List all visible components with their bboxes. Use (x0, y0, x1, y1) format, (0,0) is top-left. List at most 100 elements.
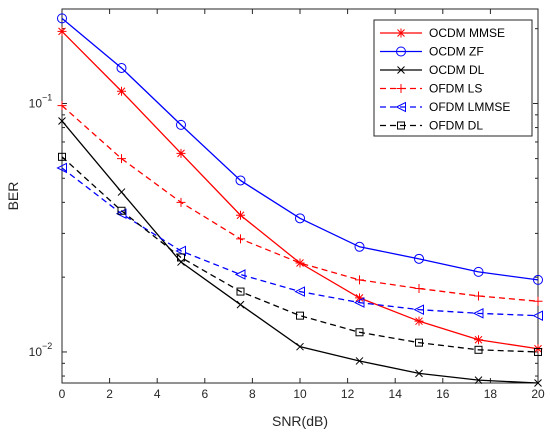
x-tick-label: 10 (293, 387, 307, 401)
marker-asterisk (57, 26, 67, 36)
legend-label: OCDM ZF (429, 45, 484, 59)
marker-circle (295, 213, 305, 224)
marker-square (177, 253, 185, 262)
marker-circle (396, 46, 406, 57)
marker-square (415, 338, 423, 347)
x-tick-label: 6 (201, 387, 208, 401)
marker-square (397, 121, 405, 130)
marker-plus (57, 101, 67, 111)
x-axis-label: SNR(dB) (272, 413, 328, 429)
marker-asterisk (236, 210, 245, 220)
marker-circle (235, 175, 246, 186)
marker-asterisk (176, 148, 186, 158)
y-tick-label: 10 (29, 345, 43, 359)
marker-triangle (353, 297, 365, 308)
marker-square (236, 287, 245, 296)
marker-circle (473, 266, 484, 277)
marker-square (117, 206, 126, 215)
series-line (61, 17, 539, 281)
legend-item: OFDM DL (380, 119, 483, 133)
marker-x (397, 66, 405, 74)
series-line (61, 105, 539, 302)
legend-item: OCDM ZF (380, 45, 484, 59)
x-tick-label: 16 (436, 387, 450, 401)
marker-plus (117, 154, 126, 164)
marker-plus (474, 291, 483, 301)
marker-triangle (56, 162, 67, 174)
legend-label: OCDM DL (429, 63, 485, 77)
marker-asterisk (396, 28, 406, 38)
y-tick-exponent: −1 (42, 92, 52, 102)
marker-plus (355, 275, 364, 285)
marker-x (534, 379, 542, 387)
series-ocdm-dl (58, 117, 542, 387)
marker-square (534, 347, 542, 356)
x-tick-label: 2 (106, 387, 113, 401)
legend-label: OFDM DL (429, 119, 483, 133)
marker-triangle (472, 308, 484, 319)
marker-square (355, 328, 364, 337)
marker-plus (533, 296, 543, 306)
x-tick-label: 12 (341, 387, 355, 401)
x-tick-label: 4 (154, 387, 161, 401)
marker-plus (295, 258, 305, 268)
x-axis-ticks: 0 2 4 6 8 10 12 14 16 18 20 (59, 9, 545, 401)
marker-x (474, 376, 483, 385)
marker-plus (414, 284, 424, 294)
series-layer (56, 13, 543, 387)
marker-square (58, 152, 66, 161)
legend-box (373, 19, 533, 137)
marker-x (58, 117, 66, 125)
marker-x (415, 369, 423, 378)
marker-square (296, 311, 304, 320)
marker-circle (57, 13, 67, 24)
marker-x (236, 300, 245, 309)
legend: OCDM MMSE OCDM ZF OCDM DL OFDM LS OFDM LMMSE… (373, 19, 533, 137)
x-tick-label: 0 (59, 387, 66, 401)
marker-circle (533, 274, 543, 285)
series-ofdm-dl (58, 152, 542, 356)
marker-plus (236, 234, 245, 244)
x-tick-label: 18 (484, 387, 498, 401)
legend-item: OFDM LS (380, 82, 482, 96)
series-ofdm-ls (57, 101, 543, 306)
marker-circle (176, 119, 186, 130)
y-axis-label: BER (5, 182, 21, 211)
marker-circle (354, 241, 365, 252)
legend-label: OCDM MMSE (429, 26, 505, 40)
marker-triangle (294, 286, 305, 297)
y-tick-label: 10 (29, 96, 43, 110)
x-tick-label: 8 (249, 387, 256, 401)
legend-item: OFDM LMMSE (380, 100, 510, 114)
marker-triangle (234, 269, 246, 280)
marker-asterisk (355, 293, 364, 303)
marker-circle (116, 62, 127, 73)
series-ofdm-lmmse (56, 162, 543, 321)
marker-asterisk (414, 316, 424, 326)
marker-asterisk (117, 86, 126, 96)
marker-x (355, 357, 364, 365)
x-tick-label: 14 (389, 387, 403, 401)
series-line (61, 167, 539, 317)
marker-plus (176, 197, 186, 207)
marker-triangle (175, 245, 186, 257)
y-tick-exponent: −2 (42, 341, 52, 351)
marker-square (474, 345, 483, 354)
x-tick-label: 20 (531, 387, 545, 401)
marker-triangle (413, 304, 424, 315)
marker-triangle (532, 310, 543, 321)
marker-x (296, 342, 304, 351)
marker-x (117, 188, 126, 196)
legend-item: OCDM DL (380, 63, 485, 77)
marker-plus (396, 84, 406, 93)
series-line (61, 156, 539, 353)
marker-triangle (395, 101, 406, 113)
marker-circle (414, 253, 424, 264)
marker-x (177, 258, 185, 266)
series-ocdm-zf (57, 13, 543, 285)
legend-item: OCDM MMSE (380, 26, 505, 40)
legend-label: OFDM LMMSE (429, 100, 510, 114)
marker-asterisk (474, 335, 483, 345)
legend-label: OFDM LS (429, 82, 482, 96)
